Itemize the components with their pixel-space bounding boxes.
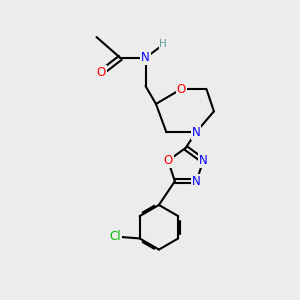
Text: N: N [192, 126, 200, 139]
Text: O: O [164, 154, 173, 167]
Text: N: N [141, 51, 150, 64]
Text: O: O [177, 82, 186, 96]
Text: N: N [199, 154, 208, 167]
Text: H: H [160, 40, 167, 50]
Text: O: O [96, 66, 106, 79]
Text: N: N [192, 175, 201, 188]
Text: Cl: Cl [109, 230, 121, 243]
